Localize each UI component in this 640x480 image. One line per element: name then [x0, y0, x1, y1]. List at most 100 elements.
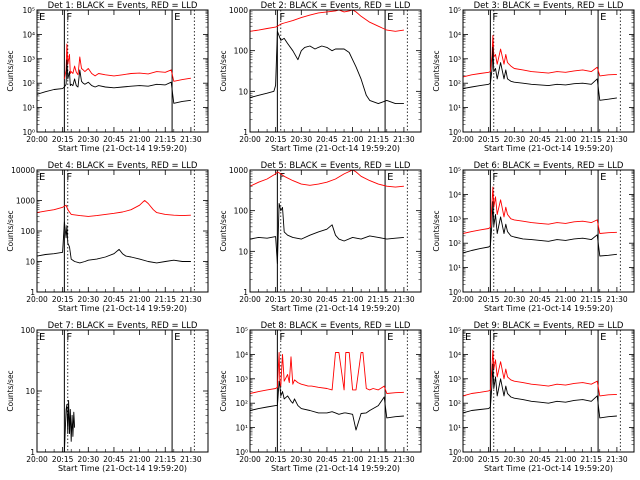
panel-title: Det 3: BLACK = Events, RED = LLD — [474, 1, 624, 11]
x-tick-label: 21:15 — [154, 455, 176, 464]
y-tick-label: 10¹ — [448, 264, 461, 273]
panel-title: Det 5: BLACK = Events, RED = LLD — [261, 161, 411, 171]
detector-panel-5: Det 5: BLACK = Events, RED = LLD Counts/s… — [219, 161, 422, 313]
x-tick-label: 20:15 — [265, 455, 287, 464]
series-line-black — [250, 380, 404, 431]
series-line-red — [463, 35, 617, 78]
y-tick-label: 10² — [448, 79, 461, 88]
plot-frame — [36, 329, 209, 453]
y-axis-label: Counts/sec — [432, 50, 441, 91]
plot-frame — [462, 9, 635, 133]
x-tick-label: 20:45 — [316, 295, 338, 304]
x-tick-label: 21:15 — [580, 295, 602, 304]
x-tick-label: 20:45 — [316, 455, 338, 464]
y-tick-label: 10000 — [11, 166, 35, 175]
x-tick-label: 20:45 — [529, 135, 551, 144]
plot-frame — [249, 329, 422, 453]
x-tick-label: 21:30 — [393, 135, 415, 144]
detector-panel-1: Det 1: BLACK = Events, RED = LLD Counts/s… — [6, 1, 209, 153]
x-tick-label: 21:00 — [342, 135, 364, 144]
x-axis-label: Start Time (21-Oct-14 19:59:20) — [58, 464, 187, 473]
marker-label: E — [39, 332, 45, 343]
x-tick-label: 21:30 — [606, 455, 628, 464]
y-tick-label: 10⁵ — [448, 166, 461, 175]
x-tick-label: 20:00 — [452, 455, 474, 464]
detector-panel-6: Det 6: BLACK = Events, RED = LLD Counts/s… — [432, 161, 635, 313]
series-line-red — [463, 186, 617, 234]
x-tick-label: 21:15 — [367, 295, 389, 304]
x-axis-label: Start Time (21-Oct-14 19:59:20) — [484, 144, 613, 153]
x-tick-label: 20:30 — [503, 455, 525, 464]
panel-title: Det 2: BLACK = Events, RED = LLD — [261, 1, 411, 11]
x-tick-label: 21:15 — [367, 455, 389, 464]
y-tick-label: 10 — [238, 247, 248, 256]
series-line-red — [63, 43, 191, 82]
x-axis-label: Start Time (21-Oct-14 19:59:20) — [58, 144, 187, 153]
x-tick-label: 21:00 — [555, 135, 577, 144]
y-tick-label: 10⁴ — [448, 30, 461, 39]
x-tick-label: 21:00 — [129, 135, 151, 144]
panel-title: Det 8: BLACK = Events, RED = LLD — [261, 321, 411, 331]
marker-label: F — [492, 12, 498, 23]
x-tick-label: 20:30 — [77, 455, 99, 464]
x-axis-label: Start Time (21-Oct-14 19:59:20) — [271, 304, 400, 313]
y-tick-label: 10² — [22, 79, 35, 88]
y-tick-label: 1000 — [229, 166, 248, 175]
x-tick-label: 21:00 — [342, 455, 364, 464]
marker-label: E — [387, 172, 393, 183]
marker-label: E — [174, 12, 180, 23]
x-tick-label: 20:00 — [239, 135, 261, 144]
y-axis-label: Counts/sec — [6, 210, 15, 251]
x-tick-label: 20:45 — [316, 135, 338, 144]
x-tick-label: 20:30 — [77, 295, 99, 304]
y-tick-label: 10⁴ — [22, 30, 35, 39]
x-tick-label: 20:15 — [478, 455, 500, 464]
y-tick-label: 10¹ — [448, 104, 461, 113]
x-tick-label: 20:00 — [26, 295, 48, 304]
detector-panel-3: Det 3: BLACK = Events, RED = LLD Counts/s… — [432, 1, 635, 153]
panel-title: Det 4: BLACK = Events, RED = LLD — [48, 161, 198, 171]
plot-frame — [249, 9, 422, 133]
series-line-black — [250, 203, 404, 265]
x-tick-label: 20:00 — [26, 135, 48, 144]
plot-frame — [36, 9, 209, 133]
x-tick-label: 20:30 — [290, 295, 312, 304]
plot-frame — [36, 169, 209, 293]
y-tick-label: 10 — [25, 258, 35, 267]
x-tick-label: 21:15 — [154, 135, 176, 144]
x-tick-label: 21:30 — [180, 135, 202, 144]
x-tick-label: 20:00 — [26, 455, 48, 464]
y-tick-label: 10⁰ — [448, 288, 461, 297]
y-axis-label: Counts/sec — [6, 370, 15, 411]
x-tick-label: 21:00 — [129, 455, 151, 464]
x-tick-label: 21:30 — [606, 295, 628, 304]
x-tick-label: 20:15 — [265, 135, 287, 144]
x-tick-label: 20:00 — [239, 455, 261, 464]
y-tick-label: 10⁰ — [235, 448, 248, 457]
y-tick-label: 1000 — [229, 6, 248, 15]
x-tick-label: 20:30 — [503, 135, 525, 144]
y-tick-label: 1 — [243, 288, 248, 297]
x-tick-label: 20:30 — [77, 135, 99, 144]
series-line-black — [37, 221, 191, 264]
x-tick-label: 21:30 — [180, 455, 202, 464]
y-tick-label: 100 — [21, 227, 36, 236]
y-axis-label: Counts/sec — [6, 50, 15, 91]
x-tick-label: 20:45 — [103, 455, 125, 464]
panel-title: Det 1: BLACK = Events, RED = LLD — [48, 1, 198, 11]
marker-label: E — [600, 332, 606, 343]
marker-label: E — [465, 332, 471, 343]
plot-frame — [462, 169, 635, 293]
x-tick-label: 20:30 — [290, 135, 312, 144]
x-tick-label: 20:00 — [239, 295, 261, 304]
y-tick-label: 10³ — [448, 215, 461, 224]
x-tick-label: 20:45 — [103, 135, 125, 144]
detector-panel-8: Det 8: BLACK = Events, RED = LLD Counts/s… — [219, 321, 422, 473]
series-line-red — [250, 352, 404, 394]
marker-label: E — [174, 332, 180, 343]
x-tick-label: 20:45 — [529, 455, 551, 464]
y-tick-label: 1000 — [16, 197, 35, 206]
y-tick-label: 10¹ — [22, 104, 35, 113]
y-tick-label: 10⁰ — [448, 448, 461, 457]
